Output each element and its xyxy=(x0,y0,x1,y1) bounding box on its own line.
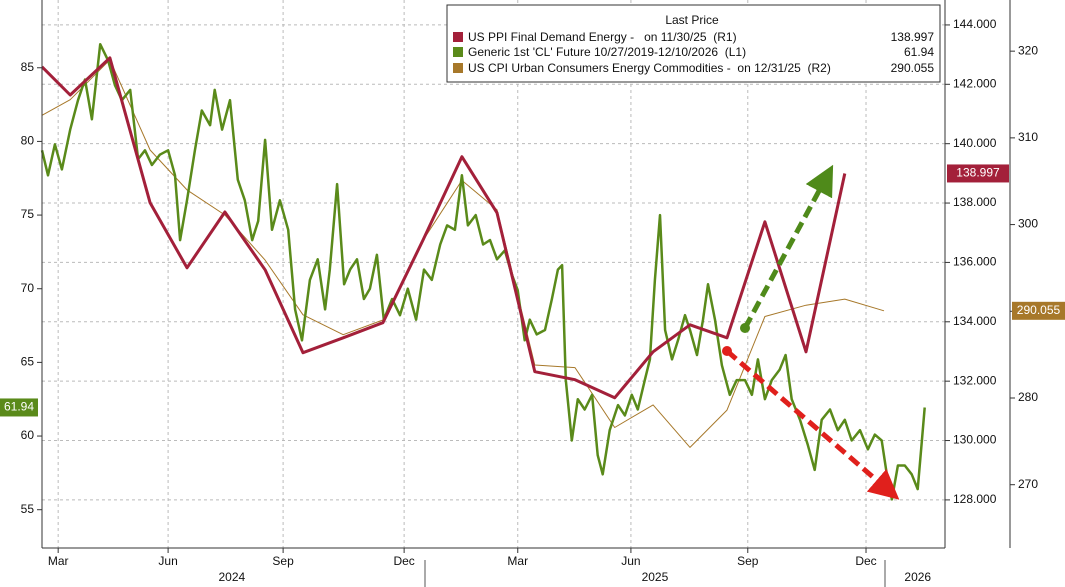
x-tick-label: Mar xyxy=(507,554,528,568)
x-tick-label: Dec xyxy=(855,554,876,568)
legend-value: 138.997 xyxy=(891,30,935,44)
y-tick-label: 55 xyxy=(21,502,35,516)
legend-value: 61.94 xyxy=(904,45,934,59)
y-tick-label: 60 xyxy=(21,428,35,442)
y2-tick-label: 144.000 xyxy=(953,17,997,31)
y3-tick-label: 270 xyxy=(1018,477,1038,491)
y-tick-label: 70 xyxy=(21,281,35,295)
y2-tick-label: 140.000 xyxy=(953,136,997,150)
grid xyxy=(42,0,945,548)
plot-lines xyxy=(40,42,926,501)
y2-tick-label: 128.000 xyxy=(953,492,997,506)
up-arrow xyxy=(742,164,834,330)
x-tick-label: Sep xyxy=(272,554,294,568)
x-tick-label: Sep xyxy=(737,554,759,568)
arrow-start xyxy=(740,323,750,333)
last-value-badge xyxy=(1012,301,1065,320)
last-value-label: 61.94 xyxy=(4,400,34,414)
y-tick-label: 75 xyxy=(21,207,35,221)
last-value-badge xyxy=(0,398,38,417)
last-value-label: 138.997 xyxy=(956,166,1000,180)
y2-tick-label: 132.000 xyxy=(953,373,997,387)
y2-tick-label: 142.000 xyxy=(953,76,997,90)
legend-title: Last Price xyxy=(665,13,719,27)
x-tick-label: Dec xyxy=(393,554,414,568)
year-label: 2026 xyxy=(904,570,931,584)
legend-label: US CPI Urban Consumers Energy Commoditie… xyxy=(468,61,831,75)
last-value-label: 290.055 xyxy=(1017,303,1061,317)
y2-tick-label: 138.000 xyxy=(953,195,997,209)
year-label: 2024 xyxy=(218,570,245,584)
y-tick-label: 80 xyxy=(21,134,35,148)
arrow-start xyxy=(722,346,732,356)
legend-value: 290.055 xyxy=(891,61,935,75)
x-tick-label: Jun xyxy=(621,554,640,568)
y-tick-label: 85 xyxy=(21,60,35,74)
last-value-badge xyxy=(947,164,1009,183)
y2-tick-label: 130.000 xyxy=(953,433,997,447)
legend-box xyxy=(446,4,941,83)
series-line xyxy=(40,56,847,400)
legend-label: US PPI Final Demand Energy - on 11/30/25… xyxy=(468,30,737,44)
annotation-arrows xyxy=(722,164,900,500)
legend: Last Price US PPI Final Demand Energy - … xyxy=(446,4,941,83)
x-tick-label: Mar xyxy=(48,554,69,568)
y3-tick-label: 310 xyxy=(1018,130,1038,144)
y3-tick-label: 280 xyxy=(1018,390,1038,404)
legend-swatch xyxy=(453,63,463,73)
legend-label: Generic 1st 'CL' Future 10/27/2019-12/10… xyxy=(468,45,746,59)
y3-tick-label: 320 xyxy=(1018,43,1038,57)
y-tick-label: 65 xyxy=(21,355,35,369)
y2-tick-label: 134.000 xyxy=(953,314,997,328)
legend-swatch xyxy=(453,47,463,57)
x-tick-label: Jun xyxy=(158,554,177,568)
legend-swatch xyxy=(453,32,463,42)
y3-tick-label: 300 xyxy=(1018,217,1038,231)
year-label: 2025 xyxy=(642,570,669,584)
y2-tick-label: 136.000 xyxy=(953,255,997,269)
